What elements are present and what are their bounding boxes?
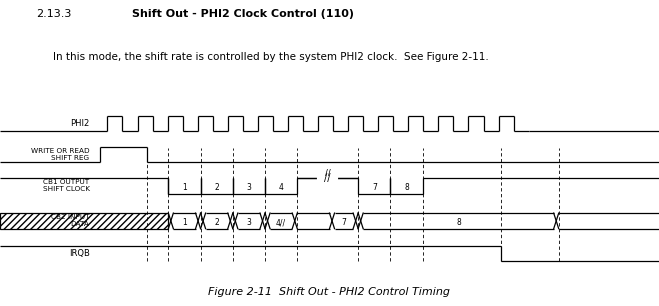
Text: In this mode, the shift rate is controlled by the system PHI2 clock.  See Figure: In this mode, the shift rate is controll… bbox=[53, 52, 488, 62]
Text: 2: 2 bbox=[214, 218, 219, 227]
Bar bbox=[0, 213, 168, 229]
Text: 1: 1 bbox=[182, 218, 186, 227]
Text: Figure 2-11  Shift Out - PHI2 Control Timing: Figure 2-11 Shift Out - PHI2 Control Tim… bbox=[208, 287, 451, 297]
Text: //: // bbox=[324, 173, 331, 183]
Text: IRQB: IRQB bbox=[69, 249, 90, 258]
Text: 7: 7 bbox=[341, 218, 346, 227]
Text: 4//: 4// bbox=[276, 218, 286, 227]
Text: 8: 8 bbox=[456, 218, 461, 227]
Text: Shift Out - PHI2 Clock Control (110): Shift Out - PHI2 Clock Control (110) bbox=[132, 9, 354, 19]
Text: 7: 7 bbox=[372, 183, 377, 192]
Text: //: // bbox=[325, 168, 331, 177]
Text: 3: 3 bbox=[246, 218, 251, 227]
Text: 1: 1 bbox=[182, 183, 186, 192]
Text: WRITE OR READ
SHIFT REG: WRITE OR READ SHIFT REG bbox=[31, 148, 90, 161]
Text: 3: 3 bbox=[246, 183, 251, 192]
Text: CB2 INPUT
DATA: CB2 INPUT DATA bbox=[51, 215, 90, 227]
Text: PHI2: PHI2 bbox=[71, 119, 90, 128]
Text: 4: 4 bbox=[279, 183, 283, 192]
Text: 2.13.3: 2.13.3 bbox=[36, 9, 72, 19]
Text: CB1 OUTPUT
SHIFT CLOCK: CB1 OUTPUT SHIFT CLOCK bbox=[43, 179, 90, 192]
Text: 8: 8 bbox=[404, 183, 409, 192]
Text: 2: 2 bbox=[214, 183, 219, 192]
